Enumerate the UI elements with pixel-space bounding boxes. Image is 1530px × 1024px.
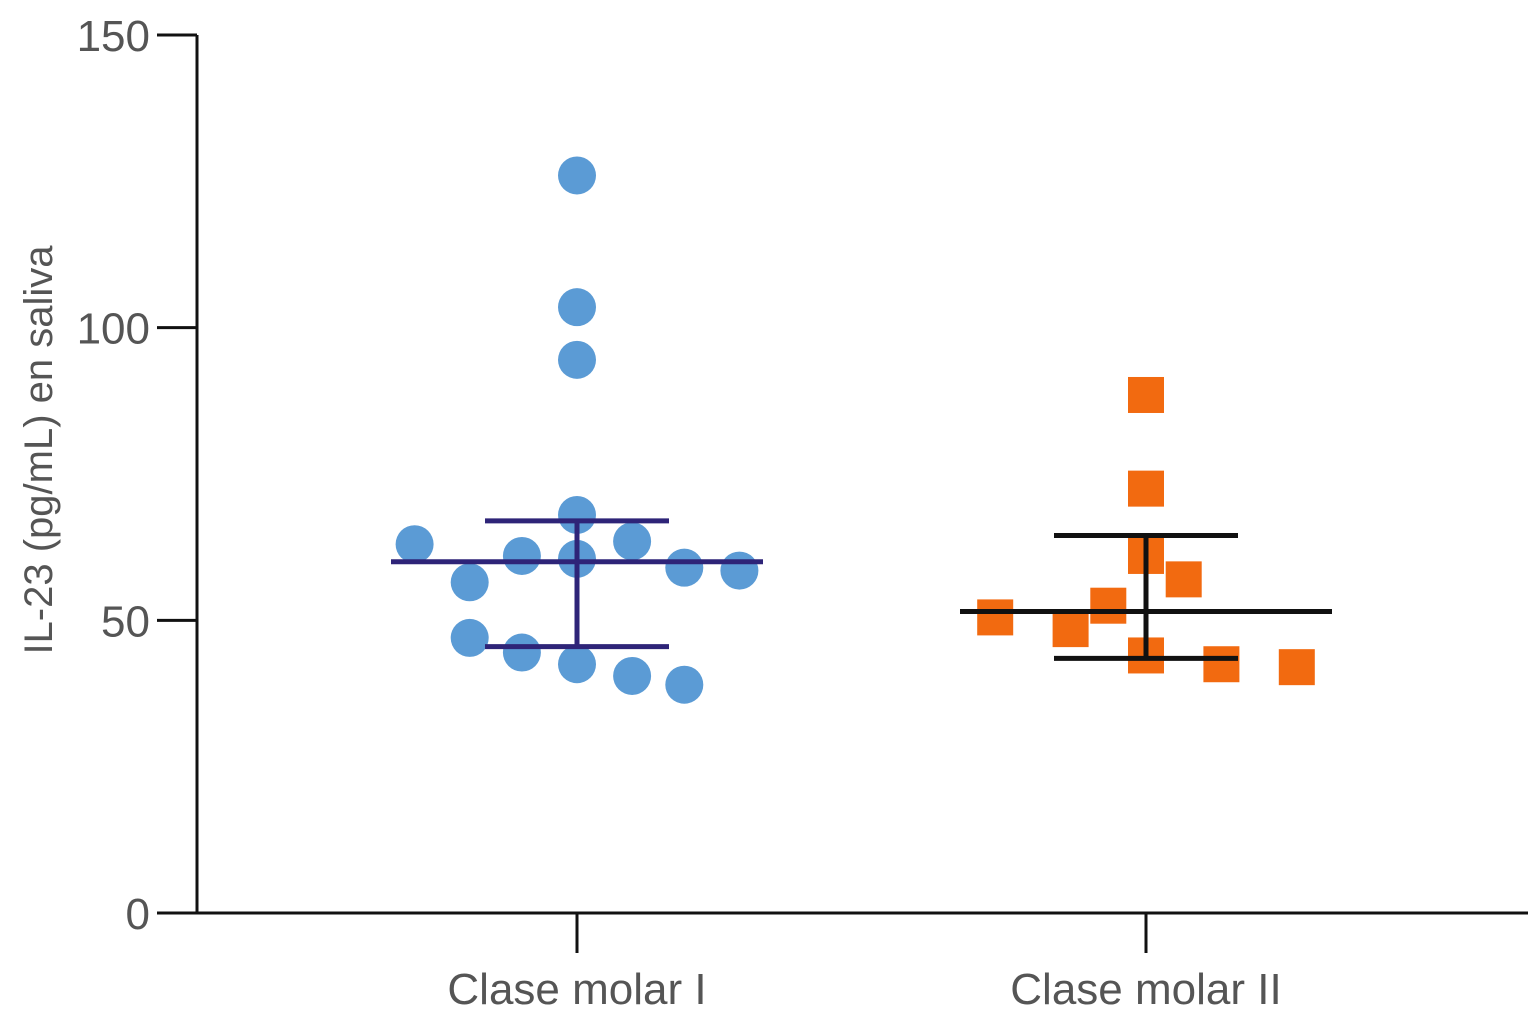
data-point <box>665 548 704 587</box>
data-point <box>1203 646 1240 683</box>
data-point <box>450 563 489 602</box>
x-tick-label: Clase molar I <box>447 965 706 1014</box>
y-axis-label: IL-23 (pg/mL) en saliva <box>17 245 61 655</box>
y-tick-label: 50 <box>101 597 150 646</box>
data-point <box>1165 561 1202 598</box>
data-point <box>613 656 652 695</box>
data-point <box>558 495 596 534</box>
y-tick-label: 100 <box>77 305 150 354</box>
data-point <box>558 288 596 327</box>
data-point <box>558 156 596 195</box>
data-point <box>558 645 596 684</box>
data-point <box>450 618 489 657</box>
data-point <box>665 665 704 704</box>
data-point <box>977 599 1014 636</box>
data-point <box>558 340 596 379</box>
data-point <box>502 633 541 672</box>
data-point <box>1128 376 1164 413</box>
data-point <box>502 536 541 575</box>
axes: 0 50 100 150 Clase molar I Clase molar II <box>77 12 1528 1014</box>
data-point <box>1128 470 1164 507</box>
data-point <box>1278 649 1315 686</box>
y-tick-label: 150 <box>77 12 150 61</box>
data-point <box>1052 611 1089 648</box>
x-tick-label: Clase molar II <box>1010 965 1281 1014</box>
data-point <box>1090 587 1127 624</box>
data-points <box>395 156 1315 704</box>
data-point <box>395 525 434 564</box>
y-tick-label: 0 <box>126 890 150 939</box>
error-bars <box>391 518 1332 661</box>
data-point <box>613 522 652 561</box>
data-point <box>720 551 759 590</box>
